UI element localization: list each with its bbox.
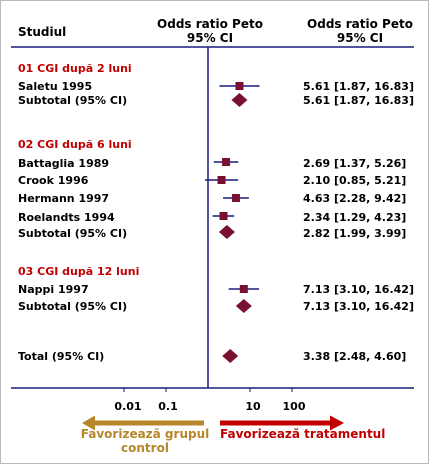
favours-control-line1: Favorizează grupul [80,427,210,441]
ci-value: 3.38 [2.48, 4.60] [303,350,407,363]
or-column-header: Odds ratio Peto 95% CI [150,17,270,45]
study-marker [235,82,244,90]
x-tick-label: 0.01 [114,400,142,413]
study-name: Crook 1996 [18,174,89,187]
ci-column-header-line1: Odds ratio Peto [307,17,413,31]
study-name: Hermann 1997 [18,192,110,205]
x-tick-label: 0.1 [158,400,178,413]
study-name: Nappi 1997 [18,283,89,296]
study-name: Battaglia 1989 [18,157,110,170]
study-marker [219,212,228,220]
group-title: 02 CGI după 6 luni [18,138,132,151]
subtotal-name: Subtotal (95% CI) [18,94,128,107]
favours-control-label: Favorizează grupul control [80,427,210,455]
study-column-header: Studiul [18,25,67,39]
ci-value: 2.10 [0.85, 5.21] [303,174,407,187]
ci-value: 7.13 [3.10, 16.42] [303,300,414,313]
group-title: 01 CGI după 2 luni [18,62,132,75]
favours-control-arrow [82,415,204,431]
x-tick-label: 10 [245,400,261,413]
ci-value: 5.61 [1.87, 16.83] [303,94,414,107]
ci-value: 5.61 [1.87, 16.83] [303,80,414,93]
subtotal-name: Subtotal (95% CI) [18,300,128,313]
study-marker [231,194,240,202]
study-marker [239,285,248,293]
ci-value: 2.69 [1.37, 5.26] [303,157,407,170]
ci-value: 7.13 [3.10, 16.42] [303,283,414,296]
chart-marks [123,82,293,392]
favours-treatment-label: Favorizează tratamentul [220,427,386,441]
x-tick-label: 100 [282,400,306,413]
subtotal-name: Subtotal (95% CI) [18,227,128,240]
study-marker [222,158,231,166]
pooled-diamond [218,225,235,239]
ci-column-header-line2: 95% CI [336,31,384,45]
ci-value: 4.63 [2.28, 9.42] [303,192,407,205]
ci-value: 2.82 [1.99, 3.99] [303,227,407,240]
pooled-diamond [222,349,239,363]
ci-column-header: Odds ratio Peto 95% CI [300,17,420,45]
ci-value: 2.34 [1.29, 4.23] [303,211,407,224]
study-name: Saletu 1995 [18,80,93,93]
pooled-diamond [231,93,248,107]
pooled-diamond [235,299,252,313]
group-title: 03 CGI după 12 luni [18,265,140,278]
favours-treatment-arrow [220,415,344,431]
or-column-header-line1: Odds ratio Peto [157,17,263,31]
favours-control-line2: control [121,441,169,455]
total-name: Total (95% CI) [18,350,105,363]
study-name: Roelandts 1994 [18,211,115,224]
or-column-header-line2: 95% CI [186,31,234,45]
study-marker [217,176,226,184]
